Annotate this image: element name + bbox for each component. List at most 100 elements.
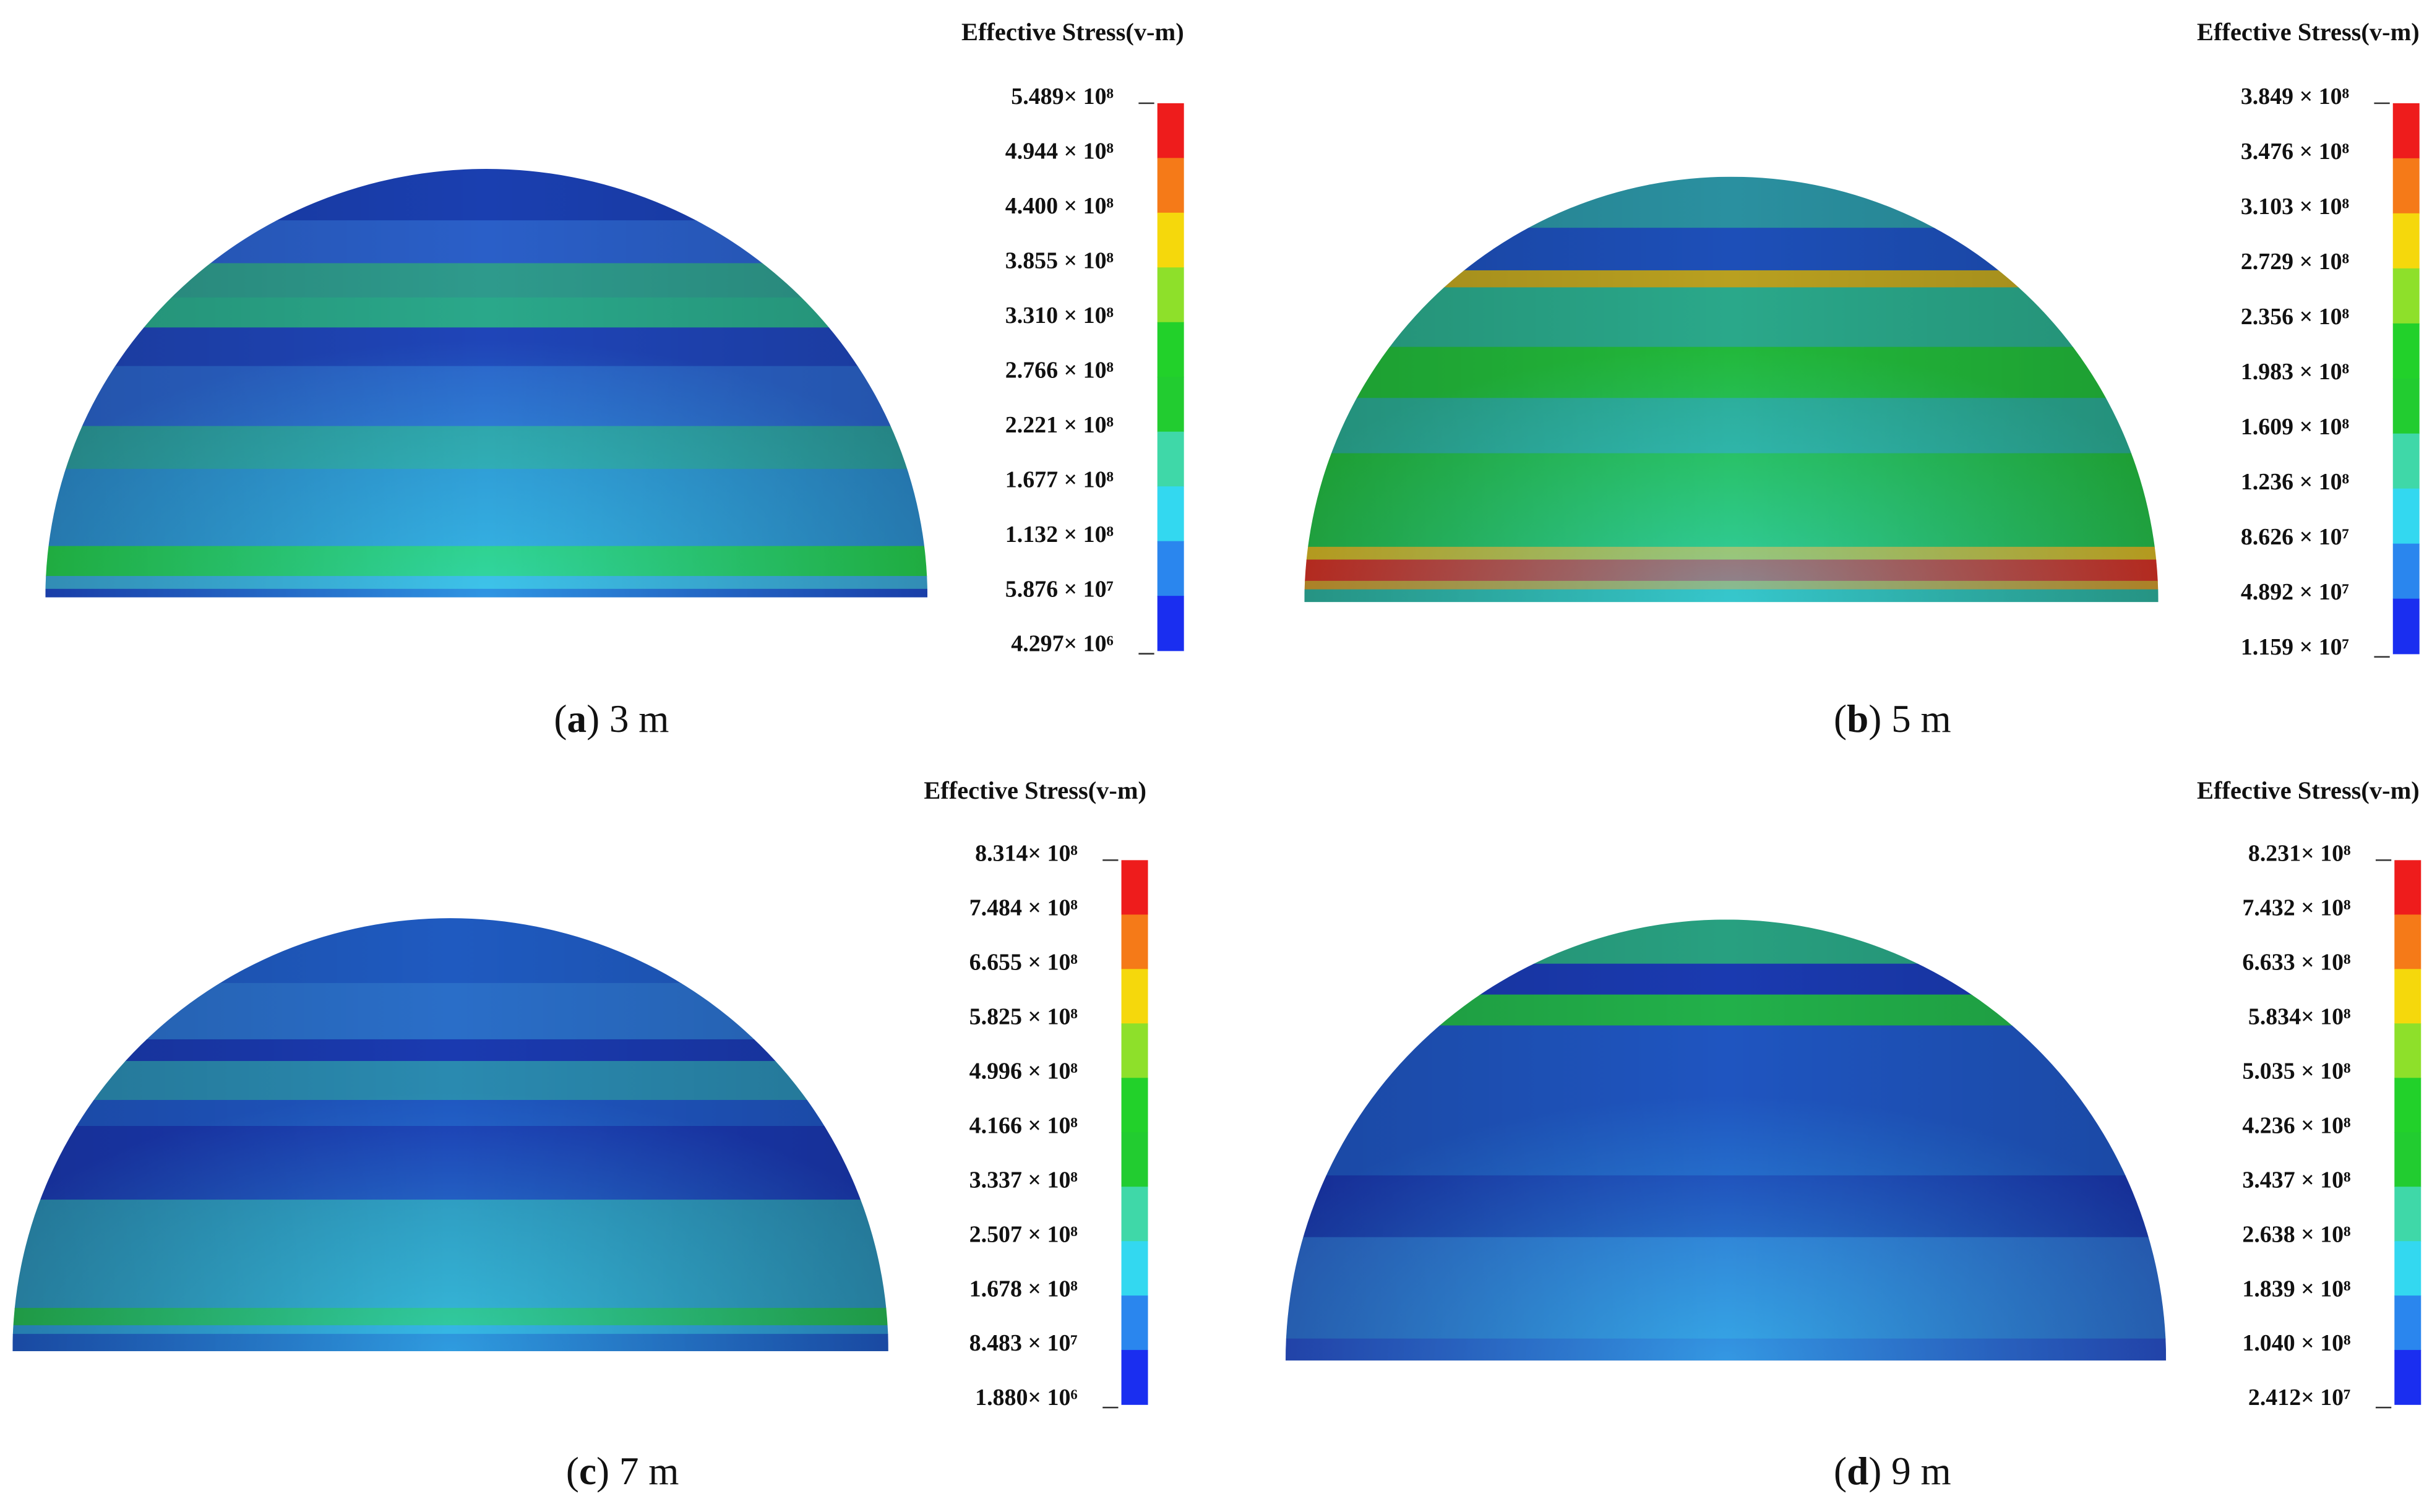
colorbar-segment bbox=[1121, 1241, 1148, 1296]
colorbar-segment bbox=[2394, 860, 2421, 916]
dome-contour bbox=[1304, 176, 2159, 603]
shading bbox=[12, 918, 888, 1352]
legend-label: 2.507 × 10⁸ bbox=[969, 1221, 1078, 1247]
legend-label: 1.609 × 10⁸ bbox=[2241, 414, 2349, 440]
legend-label: 2.412× 10⁷ bbox=[2248, 1385, 2351, 1411]
colorbar-segment bbox=[2394, 1023, 2421, 1079]
colorbar-segment bbox=[2392, 488, 2420, 544]
legend-label: 4.400 × 10⁸ bbox=[1005, 193, 1114, 219]
legend-title: Effective Stress(v-m) bbox=[961, 18, 1184, 46]
legend-label: 6.633 × 10⁸ bbox=[2242, 949, 2350, 975]
colorbar-segment bbox=[2394, 1187, 2421, 1242]
colorbar-segment bbox=[2392, 543, 2420, 599]
caption-letter: a bbox=[567, 697, 587, 740]
caption-open: ( bbox=[1834, 1449, 1847, 1492]
legend-label: 1.236 × 10⁸ bbox=[2241, 469, 2349, 495]
legend-title: Effective Stress(v-m) bbox=[924, 776, 1146, 804]
colorbar-segment bbox=[2394, 1132, 2421, 1187]
legend-label: 6.655 × 10⁸ bbox=[969, 949, 1078, 975]
dome-contour bbox=[12, 918, 888, 1352]
colorbar-segment bbox=[2394, 1295, 2421, 1351]
legend-label: 1.040 × 10⁸ bbox=[2242, 1330, 2350, 1356]
colorbar-segment bbox=[1157, 267, 1184, 323]
panel: Effective Stress(v-m) 8.231× 10⁸ 7.432 × 1… bbox=[1285, 776, 2421, 1492]
legend-label: 5.876 × 10⁷ bbox=[1005, 576, 1114, 602]
colorbar-segment bbox=[2392, 268, 2420, 324]
legend-label: 4.166 × 10⁸ bbox=[969, 1112, 1078, 1138]
colorbar-segment bbox=[2392, 103, 2420, 159]
caption-text: ) 7 m bbox=[596, 1449, 679, 1492]
shading bbox=[45, 169, 928, 598]
legend-label: 3.437 × 10⁸ bbox=[2242, 1167, 2350, 1193]
colorbar-segment bbox=[1157, 158, 1184, 213]
colorbar-segment bbox=[2394, 914, 2421, 970]
legend-label: 5.834× 10⁸ bbox=[2248, 1003, 2351, 1029]
caption-text: ) 5 m bbox=[1868, 697, 1951, 740]
legend-label: 3.337 × 10⁸ bbox=[969, 1167, 1078, 1193]
legend-label: 2.221 × 10⁸ bbox=[1005, 412, 1114, 438]
legend-label: 4.944 × 10⁸ bbox=[1005, 138, 1114, 164]
colorbar-segment bbox=[2394, 1078, 2421, 1133]
legend-label: 8.483 × 10⁷ bbox=[969, 1330, 1078, 1356]
colorbar-segment bbox=[1121, 1023, 1148, 1079]
colorbar-segment bbox=[1121, 1132, 1148, 1187]
legend-label: 2.638 × 10⁸ bbox=[2242, 1221, 2350, 1247]
dome-contour bbox=[1285, 919, 2167, 1361]
colorbar-segment bbox=[1121, 969, 1148, 1024]
colorbar-segment bbox=[2394, 1241, 2421, 1296]
shading bbox=[1285, 919, 2167, 1361]
colorbar-segment bbox=[1157, 596, 1184, 651]
legend-title: Effective Stress(v-m) bbox=[2197, 776, 2420, 804]
legend-label: 1.983 × 10⁸ bbox=[2241, 359, 2349, 385]
colorbar-segment bbox=[1157, 322, 1184, 377]
legend-label: 2.766 × 10⁸ bbox=[1005, 357, 1114, 383]
legend-label: 1.677 × 10⁸ bbox=[1005, 466, 1114, 492]
colorbar-segment bbox=[2394, 1350, 2421, 1405]
legend-label: 4.297× 10⁶ bbox=[1011, 631, 1114, 657]
legend-label: 3.310 × 10⁸ bbox=[1005, 303, 1114, 329]
caption-open: ( bbox=[554, 697, 567, 740]
legend-label: 4.236 × 10⁸ bbox=[2242, 1112, 2350, 1138]
legend-label: 4.996 × 10⁸ bbox=[969, 1058, 1078, 1084]
colorbar-segment bbox=[2392, 433, 2420, 489]
colorbar-segment bbox=[2392, 158, 2420, 214]
legend-label: 3.855 × 10⁸ bbox=[1005, 247, 1114, 273]
caption: (d) 9 m bbox=[1834, 1449, 1951, 1492]
colorbar-segment bbox=[1157, 212, 1184, 268]
caption-letter: c bbox=[579, 1449, 596, 1492]
colorbar-segment bbox=[1157, 103, 1184, 159]
colorbar-segment bbox=[1121, 1187, 1148, 1242]
caption-open: ( bbox=[1834, 697, 1847, 740]
legend-label: 5.035 × 10⁸ bbox=[2242, 1058, 2350, 1084]
caption-letter: d bbox=[1847, 1449, 1868, 1492]
colorbar-segment bbox=[1121, 914, 1148, 970]
legend-label: 1.839 × 10⁸ bbox=[2242, 1276, 2350, 1302]
shading bbox=[1304, 176, 2159, 603]
colorbar-segment bbox=[1121, 1350, 1148, 1405]
legend-label: 2.729 × 10⁸ bbox=[2241, 249, 2349, 275]
legend-label: 7.432 × 10⁸ bbox=[2242, 895, 2350, 921]
legend-label: 8.626 × 10⁷ bbox=[2241, 524, 2349, 550]
caption: (b) 5 m bbox=[1834, 697, 1951, 740]
colorbar-segment bbox=[2392, 323, 2420, 379]
colorbar-segment bbox=[2392, 213, 2420, 269]
legend-label: 2.356 × 10⁸ bbox=[2241, 304, 2349, 330]
legend-label: 1.159 × 10⁷ bbox=[2241, 634, 2349, 660]
panel: Effective Stress(v-m) 3.849 × 10⁸ 3.476 × … bbox=[1304, 18, 2420, 740]
colorbar-segment bbox=[2392, 378, 2420, 434]
colorbar-segment bbox=[2394, 969, 2421, 1024]
legend-label: 4.892 × 10⁷ bbox=[2241, 579, 2349, 605]
legend-label: 7.484 × 10⁸ bbox=[969, 895, 1078, 921]
legend-label: 5.489× 10⁸ bbox=[1011, 84, 1114, 110]
caption-letter: b bbox=[1847, 697, 1868, 740]
legend-label: 1.678 × 10⁸ bbox=[969, 1276, 1078, 1302]
colorbar-segment bbox=[1157, 431, 1184, 487]
colorbar-segment bbox=[2392, 598, 2420, 655]
colorbar-segment bbox=[1121, 1295, 1148, 1351]
legend-label: 8.231× 10⁸ bbox=[2248, 840, 2351, 866]
caption-open: ( bbox=[566, 1449, 579, 1492]
caption-text: ) 9 m bbox=[1868, 1449, 1951, 1492]
legend-label: 8.314× 10⁸ bbox=[975, 840, 1078, 866]
